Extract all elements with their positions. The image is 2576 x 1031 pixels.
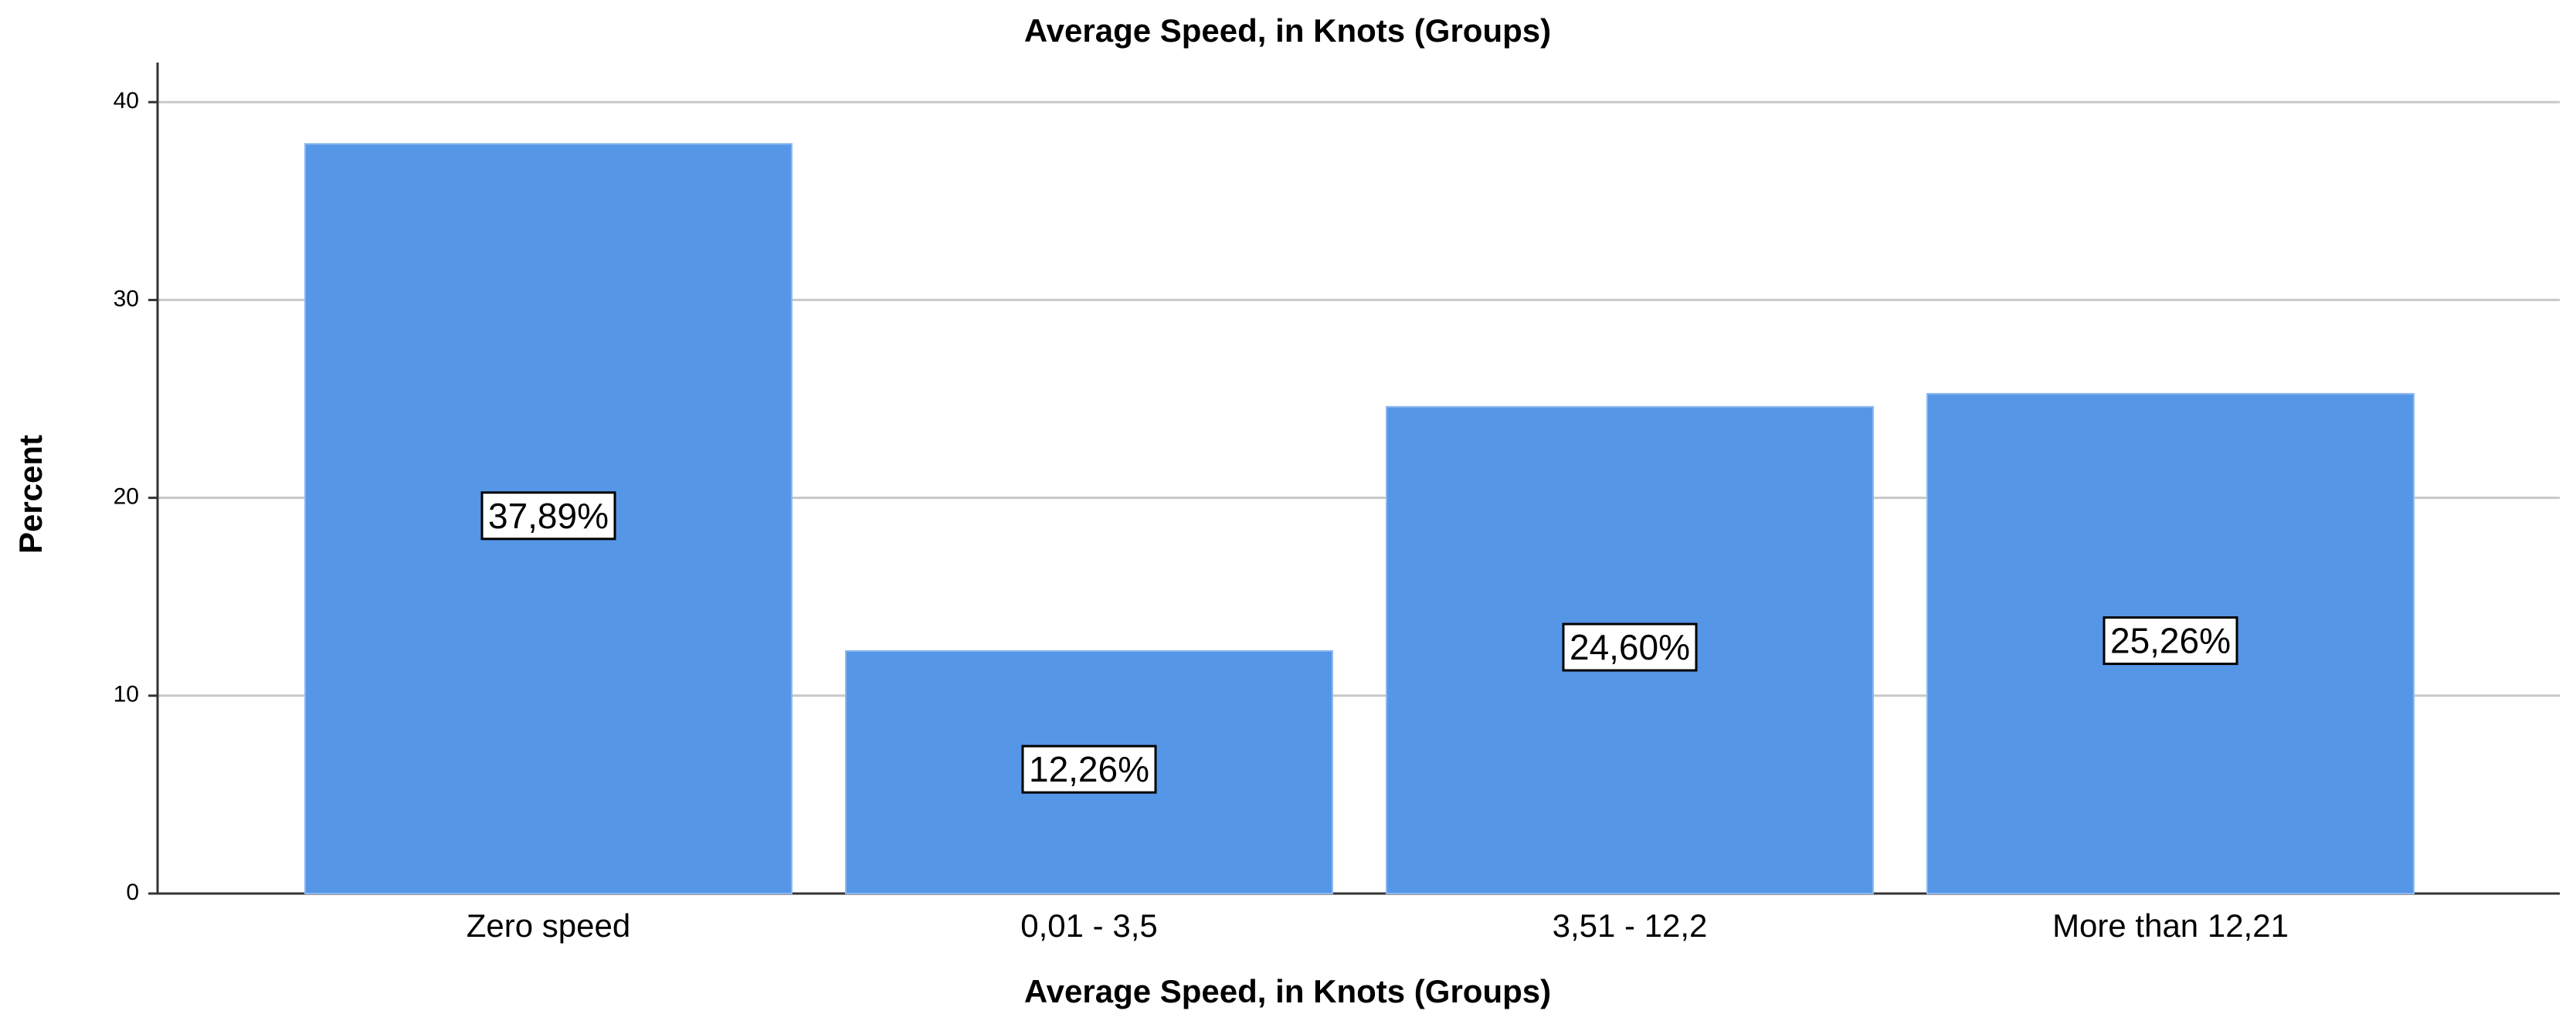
x-tick-label: Zero speed: [467, 907, 630, 944]
value-label-box: [480, 491, 616, 541]
x-tick-label: 0,01 - 3,5: [1020, 907, 1157, 944]
x-tick-label: More than 12,21: [2052, 907, 2289, 944]
value-label: 24,60%: [1570, 627, 1690, 667]
value-label: 37,89%: [488, 496, 609, 536]
bar: [845, 649, 1333, 894]
y-tick-label: 10: [114, 682, 139, 707]
y-tick-label: 30: [114, 286, 139, 311]
chart-title: Average Speed, in Knots (Groups): [1024, 12, 1551, 49]
value-label-box: [1021, 744, 1157, 794]
value-label-box: [2103, 616, 2238, 666]
y-tick-label: 0: [126, 880, 139, 905]
value-label: 25,26%: [2110, 621, 2231, 661]
x-axis-title: Average Speed, in Knots (Groups): [1024, 973, 1551, 1009]
y-tick-label: 20: [114, 484, 139, 510]
x-tick-label: 3,51 - 12,2: [1553, 907, 1708, 944]
value-label-box: [1562, 622, 1698, 672]
y-tick-label: 40: [114, 88, 139, 114]
y-axis-title: Percent: [12, 435, 49, 554]
value-label: 12,26%: [1029, 749, 1149, 789]
